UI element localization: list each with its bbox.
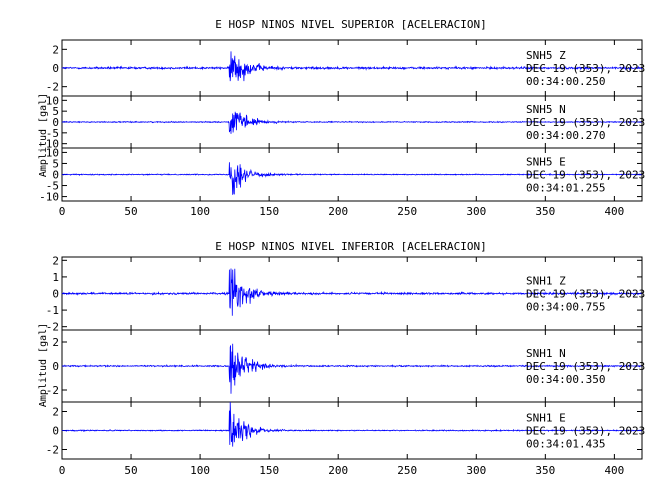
x-tick-label: 400 [604,205,624,218]
date-label: DEC 19 (353), 2023 [526,360,645,373]
y-tick-label: -2 [46,81,59,94]
time-label: 00:34:01.255 [526,182,605,195]
waveform-line [62,162,643,195]
x-tick-label: 0 [59,205,66,218]
y-axis-label: Amplitud [gal] [38,93,49,177]
date-label: DEC 19 (353), 2023 [526,169,645,182]
date-label: DEC 19 (353), 2023 [526,425,645,438]
x-tick-label: 250 [397,464,417,477]
y-tick-label: 0 [52,169,59,182]
y-tick-label: 0 [52,425,59,438]
waveform-line [61,111,643,134]
waveform-line [61,343,643,394]
x-tick-label: 100 [190,464,210,477]
station-label: SNH5 Z [526,49,566,62]
y-tick-label: -2 [46,444,59,457]
time-label: 00:34:00.350 [526,373,605,386]
y-tick-label: 2 [52,336,59,349]
chart-title: E HOSP NINOS NIVEL SUPERIOR [ACELERACION… [215,18,487,31]
station-label: SNH1 N [526,347,566,360]
y-tick-label: -5 [46,180,59,193]
y-tick-label: -1 [46,304,59,317]
x-tick-label: 0 [59,464,66,477]
station-label: SNH5 E [526,156,566,169]
time-label: 00:34:01.435 [526,438,605,451]
x-tick-label: 400 [604,464,624,477]
x-tick-label: 350 [535,205,555,218]
y-tick-label: 0 [52,116,59,129]
y-tick-label: -2 [46,321,59,334]
x-tick-label: 200 [328,205,348,218]
y-tick-label: 10 [46,94,59,107]
x-tick-label: 50 [124,464,137,477]
chart-title: E HOSP NINOS NIVEL INFERIOR [ACELERACION… [215,240,487,253]
time-label: 00:34:00.270 [526,129,605,142]
y-tick-label: 5 [52,105,59,118]
x-tick-label: 250 [397,205,417,218]
x-tick-label: 100 [190,205,210,218]
waveform-line [61,401,643,447]
y-tick-label: -10 [39,191,59,204]
x-tick-label: 150 [259,464,279,477]
date-label: DEC 19 (353), 2023 [526,116,645,129]
y-tick-label: -2 [46,384,59,397]
y-tick-label: 0 [52,288,59,301]
waveform-line [61,51,643,82]
x-tick-label: 300 [466,205,486,218]
y-tick-label: -5 [46,127,59,140]
time-label: 00:34:00.250 [526,75,605,88]
date-label: DEC 19 (353), 2023 [526,62,645,75]
y-tick-label: 0 [52,360,59,373]
station-label: SNH1 Z [526,275,566,288]
x-tick-label: 50 [124,205,137,218]
y-tick-label: 1 [52,271,59,284]
y-tick-label: 2 [52,43,59,56]
x-tick-label: 350 [535,464,555,477]
y-tick-label: 0 [52,62,59,75]
y-tick-label: 2 [52,406,59,419]
x-tick-label: 300 [466,464,486,477]
waveform-line [61,268,643,316]
station-label: SNH5 N [526,103,566,116]
y-tick-label: 5 [52,157,59,170]
y-tick-label: 10 [46,146,59,159]
x-tick-label: 200 [328,464,348,477]
x-tick-label: 150 [259,205,279,218]
y-axis-label: Amplitud [gal] [38,323,49,407]
date-label: DEC 19 (353), 2023 [526,288,645,301]
y-tick-label: 2 [52,254,59,267]
station-label: SNH1 E [526,412,566,425]
time-label: 00:34:00.755 [526,301,605,314]
y-tick-label: -10 [39,138,59,151]
